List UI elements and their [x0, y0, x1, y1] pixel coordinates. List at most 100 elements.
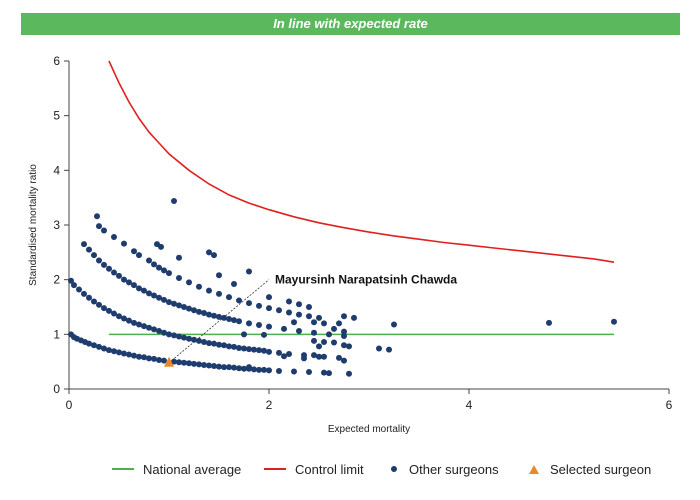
other-surgeon-point — [86, 294, 92, 301]
other-surgeon-point — [281, 325, 287, 332]
other-surgeon-point — [201, 310, 207, 317]
other-surgeon-point — [236, 345, 242, 351]
selected-surgeon-point — [164, 356, 174, 367]
other-surgeon-point — [196, 283, 202, 290]
other-surgeon-point — [171, 300, 177, 307]
other-surgeon-point — [111, 234, 117, 241]
other-surgeon-point — [106, 307, 112, 314]
other-surgeon-point — [166, 331, 172, 338]
x-tick-label: 6 — [666, 398, 673, 412]
other-surgeon-point — [376, 345, 382, 352]
other-surgeon-point — [386, 346, 392, 353]
other-surgeon-point — [296, 328, 302, 335]
other-surgeon-point — [216, 272, 222, 279]
other-surgeon-point — [126, 317, 132, 324]
other-surgeon-point — [231, 343, 237, 350]
other-surgeon-point — [91, 252, 97, 259]
other-surgeon-point — [351, 314, 357, 321]
other-surgeon-point — [256, 322, 262, 329]
other-surgeon-point — [206, 362, 212, 369]
other-surgeon-point — [276, 307, 282, 314]
other-surgeon-point — [111, 269, 117, 276]
other-surgeon-point — [131, 248, 137, 255]
other-surgeon-point — [291, 319, 297, 326]
selected-surgeon-leader-line — [168, 279, 270, 364]
legend-national-average: National average — [112, 458, 241, 480]
other-surgeon-point — [158, 243, 164, 250]
other-surgeon-point — [126, 279, 132, 286]
other-surgeon-point — [94, 213, 100, 220]
other-surgeon-point — [251, 346, 257, 353]
other-surgeon-point — [261, 331, 267, 338]
other-surgeon-point — [121, 276, 127, 283]
other-surgeon-point — [216, 341, 222, 348]
other-surgeon-point — [611, 318, 617, 325]
other-surgeon-point — [321, 320, 327, 327]
other-surgeon-point — [186, 335, 192, 342]
other-surgeon-point — [136, 321, 142, 328]
other-surgeon-point — [346, 370, 352, 377]
other-surgeon-point — [206, 249, 212, 256]
other-surgeon-point — [131, 282, 137, 289]
other-surgeon-point — [131, 319, 137, 326]
other-surgeon-point — [311, 329, 317, 336]
other-surgeon-point — [286, 351, 292, 358]
other-surgeon-point — [266, 348, 272, 355]
other-surgeon-point — [196, 361, 202, 368]
other-surgeon-point — [106, 265, 112, 272]
other-surgeon-point — [121, 240, 127, 247]
other-surgeon-point — [156, 264, 162, 271]
other-surgeon-point — [226, 343, 232, 350]
other-surgeon-point — [391, 321, 397, 328]
other-surgeon-point — [216, 290, 222, 297]
other-surgeon-point — [116, 349, 122, 356]
other-surgeon-point — [151, 261, 157, 268]
other-surgeon-point — [121, 350, 127, 357]
other-surgeon-point — [131, 352, 137, 359]
other-surgeon-point — [266, 367, 272, 374]
other-surgeon-point — [81, 290, 87, 297]
other-surgeon-point — [246, 300, 252, 307]
other-surgeon-point — [301, 355, 307, 362]
legend-other-surgeons: Other surgeons — [391, 458, 499, 480]
other-surgeon-point — [236, 318, 242, 325]
other-surgeon-point — [96, 301, 102, 308]
other-surgeon-point — [96, 223, 102, 230]
legend-national-average-label: National average — [143, 461, 242, 477]
other-surgeon-point — [246, 268, 252, 275]
other-surgeon-point — [246, 346, 252, 353]
other-surgeon-point — [101, 261, 107, 268]
legend-control-limit-label: Control limit — [295, 461, 364, 477]
other-surgeon-point — [221, 342, 227, 349]
other-surgeon-point — [546, 319, 552, 326]
other-surgeon-point — [346, 343, 352, 350]
other-surgeon-point — [161, 267, 167, 274]
other-surgeon-point — [151, 355, 157, 362]
other-surgeon-point — [176, 254, 182, 261]
other-surgeon-point — [241, 365, 247, 372]
other-surgeon-point — [186, 360, 192, 367]
other-surgeon-point — [326, 370, 332, 377]
other-surgeon-point — [336, 320, 342, 327]
other-surgeon-point — [81, 241, 87, 248]
other-surgeon-point — [316, 314, 322, 321]
other-surgeon-point — [281, 353, 287, 360]
other-surgeon-point — [326, 331, 332, 338]
other-surgeon-point — [241, 331, 247, 338]
control-limit-line — [108, 60, 615, 263]
other-surgeon-point — [71, 282, 77, 289]
other-surgeon-point — [191, 307, 197, 314]
other-surgeon-point — [111, 348, 117, 355]
legend-control-limit: Control limit — [264, 458, 364, 480]
x-axis-label: Expected mortality — [328, 424, 410, 435]
other-surgeon-point — [116, 272, 122, 279]
other-surgeon-point — [311, 352, 317, 359]
other-surgeon-point — [261, 366, 267, 373]
other-surgeon-point — [191, 360, 197, 367]
other-surgeon-point — [181, 304, 187, 310]
other-surgeon-point — [101, 305, 107, 312]
other-surgeon-point — [211, 363, 217, 370]
other-surgeon-point — [211, 252, 217, 259]
legend-selected-surgeon-label: Selected surgeon — [550, 461, 652, 477]
other-surgeon-point — [286, 309, 292, 316]
